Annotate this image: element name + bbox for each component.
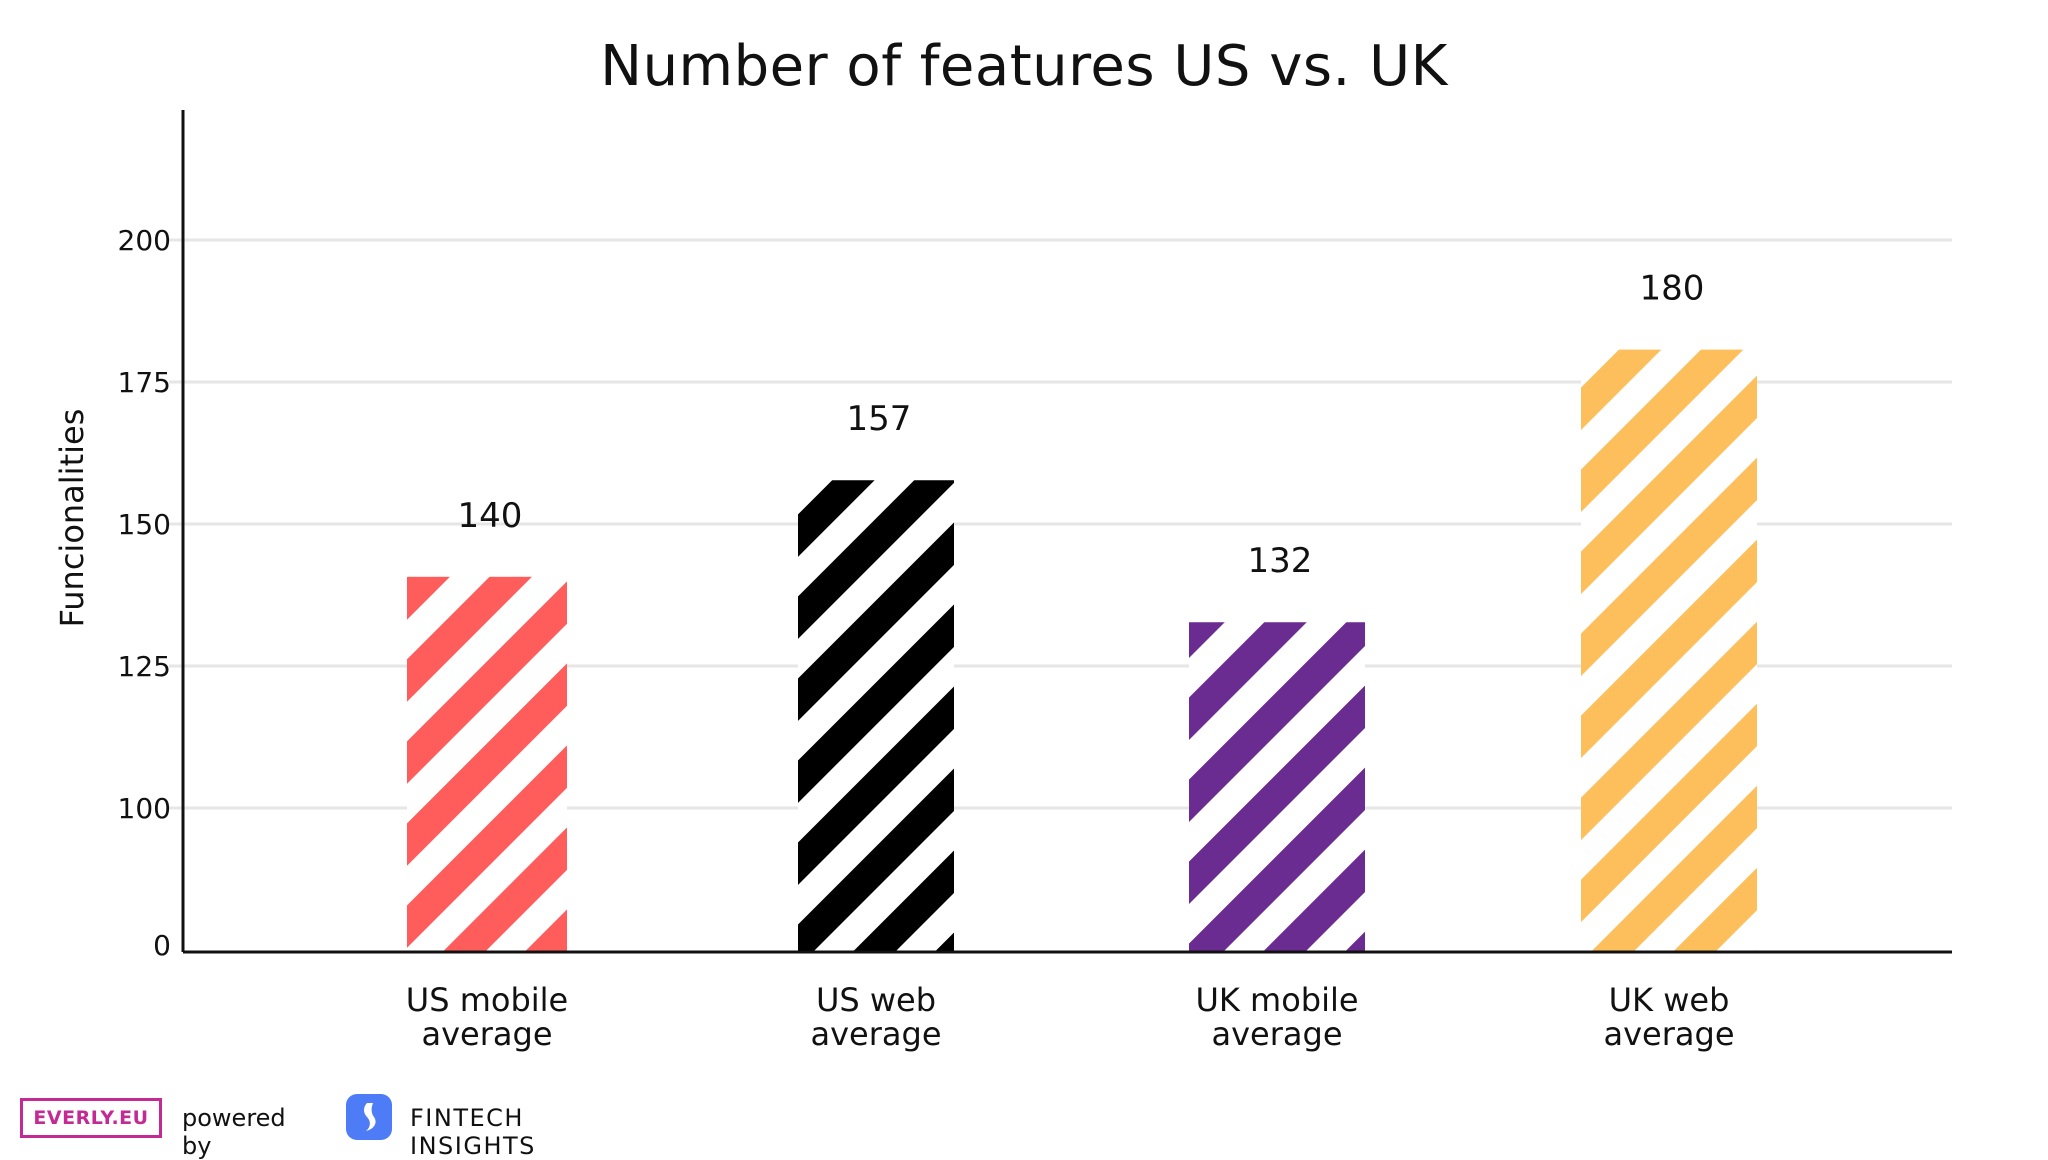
y-tick-label: 200: [118, 224, 171, 257]
x-tick-label: average: [422, 1015, 553, 1053]
everly-logo: EVERLY.EU: [20, 1098, 162, 1138]
x-tick-label: average: [811, 1015, 942, 1053]
data-label: 157: [847, 399, 912, 439]
y-tick-label: 175: [118, 366, 171, 399]
x-tick-label: US mobile: [406, 981, 568, 1019]
y-tick-label: 125: [118, 650, 171, 683]
x-tick-label: average: [1604, 1015, 1735, 1053]
y-tick-label: 0: [153, 929, 171, 962]
fintech-insights-icon: [346, 1094, 392, 1140]
x-tick-label: UK mobile: [1195, 981, 1358, 1019]
bar: [407, 576, 567, 952]
data-label: 180: [1640, 269, 1705, 309]
everly-logo-text: EVERLY.EU: [33, 1107, 149, 1129]
bar: [798, 480, 954, 952]
x-tick-label: US web: [816, 981, 936, 1019]
data-label: 132: [1248, 541, 1313, 581]
y-tick-label: 100: [118, 792, 171, 825]
x-tick-label: UK web: [1609, 981, 1730, 1019]
bar: [1189, 622, 1365, 952]
y-tick-label: 150: [118, 508, 171, 541]
data-label: 140: [458, 496, 523, 536]
y-axis-label: Funcionalities: [53, 409, 91, 628]
powered-by-text: powered by: [182, 1104, 286, 1160]
chart-title: Number of features US vs. UK: [600, 34, 1448, 99]
x-tick-label: average: [1212, 1015, 1343, 1053]
bar: [1581, 349, 1757, 953]
